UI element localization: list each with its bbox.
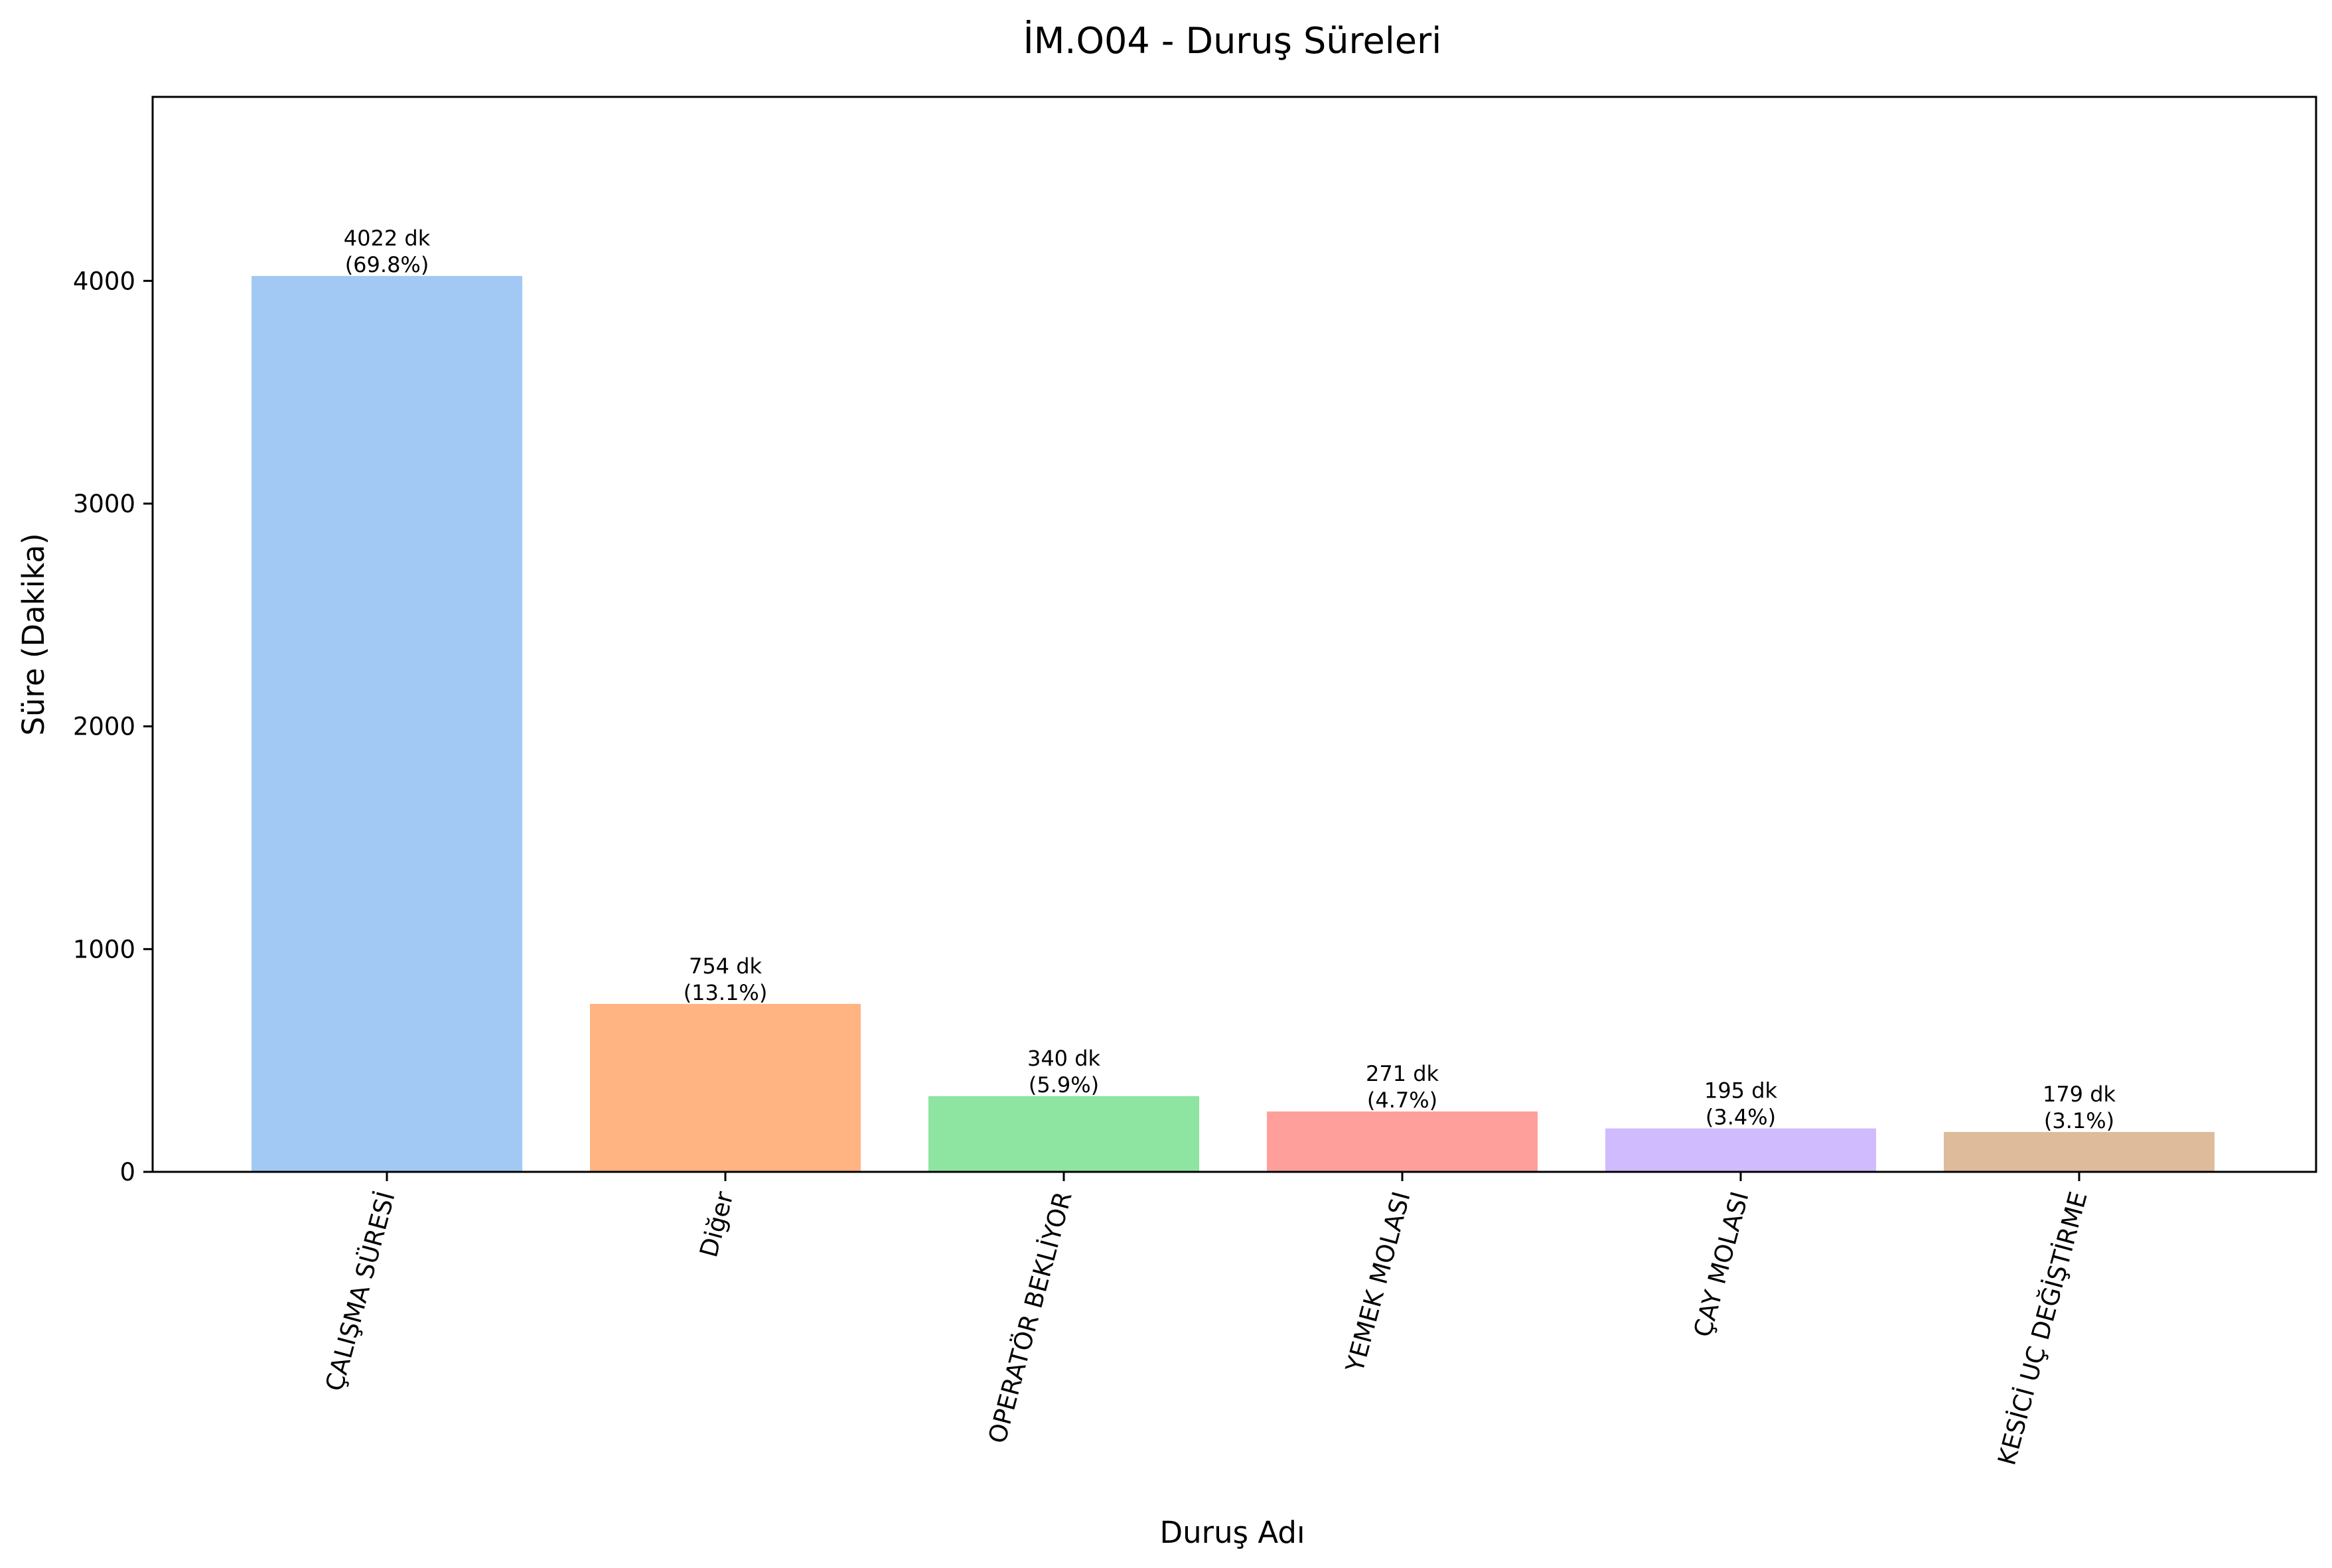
y-tick-label-3: 2000 [73,713,135,741]
bar-5 [1605,1128,1876,1172]
bar-value-label-6: 179 dk [2043,1082,2116,1107]
chart-title: İM.O04 - Duruş Süreleri [1023,20,1441,62]
bar-value-label-5: 195 dk [1704,1078,1778,1104]
y-tick-label-5: 4000 [73,267,135,295]
bar-4 [1267,1111,1538,1172]
y-tick-label-2: 1000 [73,935,135,963]
bar-percent-label-2: (13.1%) [684,980,768,1005]
bar-value-label-3: 340 dk [1027,1046,1101,1071]
bar-percent-label-6: (3.1%) [2044,1108,2114,1133]
bar-1 [252,275,522,1173]
y-tick-label-4: 3000 [73,490,135,518]
bar-labels-group: 4022 dk(69.8%) 754 dk(13.1%) 340 dk(5.9%) 2… [344,226,2116,1133]
bar-6 [1944,1131,2215,1172]
y-axis: 0 1000 2000 3000 4000 [73,267,153,1186]
bar-3 [928,1096,1199,1172]
bar-2 [590,1003,861,1172]
y-tick-label-1: 0 [119,1158,135,1186]
bar-value-label-2: 754 dk [689,954,763,979]
bar-value-label-4: 271 dk [1366,1061,1439,1086]
bar-percent-label-5: (3.4%) [1706,1105,1776,1130]
bar-percent-label-1: (69.8%) [345,252,429,277]
bar-percent-label-3: (5.9%) [1029,1072,1099,1098]
bar-percent-label-4: (4.7%) [1367,1088,1437,1113]
x-axis-label: Duruş Adı [1159,1515,1305,1550]
y-axis-label: Süre (Dakika) [16,533,51,735]
plot-frame [151,96,2317,1173]
bar-value-label-1: 4022 dk [344,226,431,251]
bars-group [252,275,2215,1173]
